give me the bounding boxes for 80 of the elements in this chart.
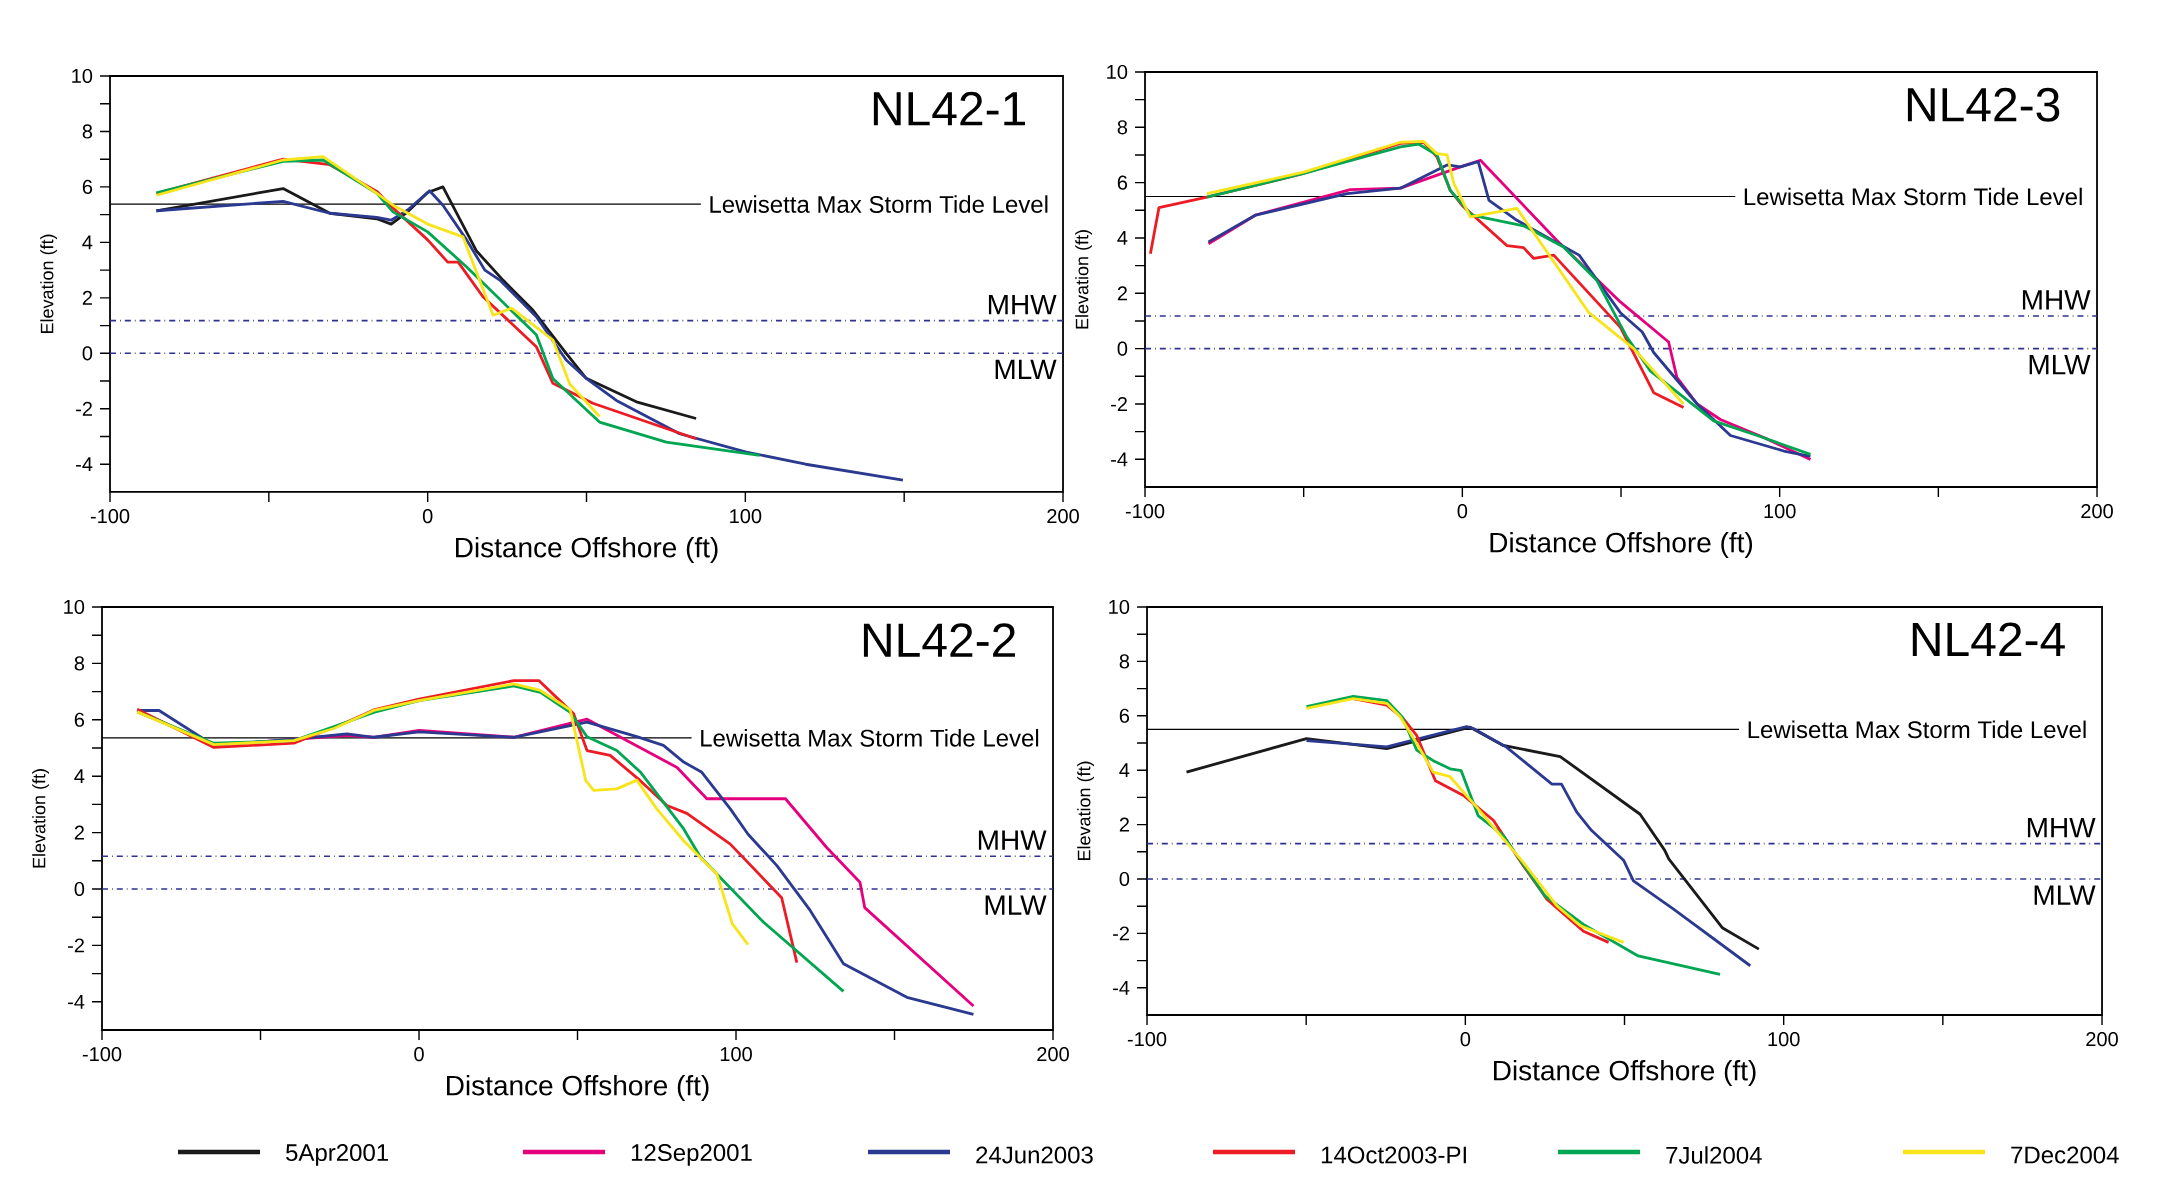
x-tick-label: 100	[720, 1047, 752, 1062]
y-tick-label: 4	[74, 769, 85, 784]
x-tick-label: 100	[730, 509, 762, 524]
y-tick-label: 2	[1119, 817, 1129, 832]
x-axis-title: Distance Offshore (ft)	[1490, 531, 1753, 559]
y-tick-label: -4	[68, 994, 85, 1009]
ref-line-label: MHW	[978, 830, 1047, 850]
ref-line-label: MHW	[2022, 290, 2091, 310]
chart-title: NL42-4	[1912, 622, 2065, 656]
ref-line-label: Lewisetta Max Storm Tide Level	[710, 195, 1048, 213]
ref-line-label: MLW	[2034, 885, 2096, 905]
y-tick-label: 4	[1119, 763, 1130, 778]
y-tick-label: 4	[82, 235, 93, 250]
y-tick-label: 0	[82, 346, 93, 361]
y-tick-label: 0	[1117, 341, 1128, 356]
x-tick-label: -100	[1127, 1032, 1167, 1047]
line-series	[154, 155, 601, 418]
y-tick-label: 8	[1117, 120, 1128, 135]
ref-line-label: MLW	[2029, 355, 2091, 375]
x-tick-label: 0	[422, 509, 433, 524]
x-tick-label: 200	[2086, 1032, 2118, 1047]
x-tick-label: 200	[1047, 509, 1079, 524]
chart-title: NL42-1	[873, 91, 1025, 126]
y-tick-label: 6	[74, 712, 85, 727]
y-tick-label: -4	[1113, 980, 1130, 995]
x-tick-label: 100	[1764, 504, 1796, 519]
chart-title: NL42-3	[1907, 87, 2060, 122]
y-tick-label: -2	[1111, 397, 1127, 411]
ref-line-label: MLW	[985, 895, 1047, 915]
ref-line-label: MLW	[995, 359, 1057, 379]
legend-label: 5Apr2001	[286, 1144, 388, 1166]
y-axis-title: Elevation (ft)	[1077, 761, 1094, 861]
y-tick-label: 4	[1117, 231, 1128, 245]
y-tick-label: 2	[82, 290, 92, 305]
y-tick-label: 0	[74, 881, 85, 897]
y-tick-label: 6	[1117, 175, 1128, 190]
x-axis-title: Distance Offshore (ft)	[447, 1074, 709, 1102]
y-tick-label: 8	[82, 124, 93, 139]
chart-title: NL42-2	[863, 623, 1015, 657]
y-tick-label: 10	[1107, 64, 1128, 80]
y-tick-label: 10	[72, 68, 93, 84]
y-axis-title: Elevation (ft)	[1075, 230, 1092, 329]
y-tick-label: 6	[1119, 708, 1130, 723]
y-tick-label: 8	[74, 656, 85, 671]
ref-line-label: MHW	[2027, 817, 2096, 838]
legend-label: 7Dec2004	[2011, 1146, 2119, 1164]
legend-label: 12Sep2001	[631, 1144, 752, 1166]
ref-line-label: Lewisetta Max Storm Tide Level	[1748, 720, 2086, 739]
y-tick-label: -2	[68, 938, 84, 953]
y-tick-label: 10	[64, 599, 85, 615]
legend-label: 24Jun2003	[976, 1146, 1093, 1164]
ref-line-label: Lewisetta Max Storm Tide Level	[701, 729, 1039, 747]
y-tick-label: 6	[82, 179, 93, 194]
legend-label: 7Jul2004	[1666, 1146, 1762, 1164]
y-axis-title: Elevation (ft)	[40, 234, 57, 334]
y-tick-label: 2	[74, 825, 84, 840]
x-tick-label: 200	[2081, 504, 2113, 519]
y-tick-label: -2	[76, 401, 92, 416]
x-tick-label: -100	[90, 509, 130, 524]
y-tick-label: 0	[1119, 871, 1130, 887]
y-tick-label: 10	[1109, 599, 1130, 615]
x-tick-label: 200	[1037, 1047, 1069, 1062]
x-tick-label: 100	[1768, 1032, 1800, 1047]
x-axis-title: Distance Offshore (ft)	[1494, 1059, 1756, 1087]
ref-line-label: MHW	[988, 294, 1057, 315]
y-axis-title: Elevation (ft)	[32, 769, 49, 868]
x-tick-label: -100	[1125, 504, 1165, 519]
legend-label: 14Oct2003-PI	[1321, 1146, 1466, 1164]
x-tick-label: 0	[1460, 1032, 1471, 1047]
x-tick-label: 0	[1457, 504, 1468, 519]
x-axis-title: Distance Offshore (ft)	[456, 536, 718, 564]
y-tick-label: 8	[1119, 654, 1130, 669]
y-tick-label: -4	[76, 457, 93, 472]
line-series	[1305, 697, 1625, 944]
y-tick-label: -2	[1113, 926, 1129, 941]
y-tick-label: -4	[1111, 452, 1128, 467]
x-tick-label: -100	[82, 1047, 122, 1062]
x-tick-label: 0	[414, 1047, 424, 1062]
ref-line-label: Lewisetta Max Storm Tide Level	[1744, 187, 2082, 206]
y-tick-label: 2	[1117, 286, 1127, 301]
